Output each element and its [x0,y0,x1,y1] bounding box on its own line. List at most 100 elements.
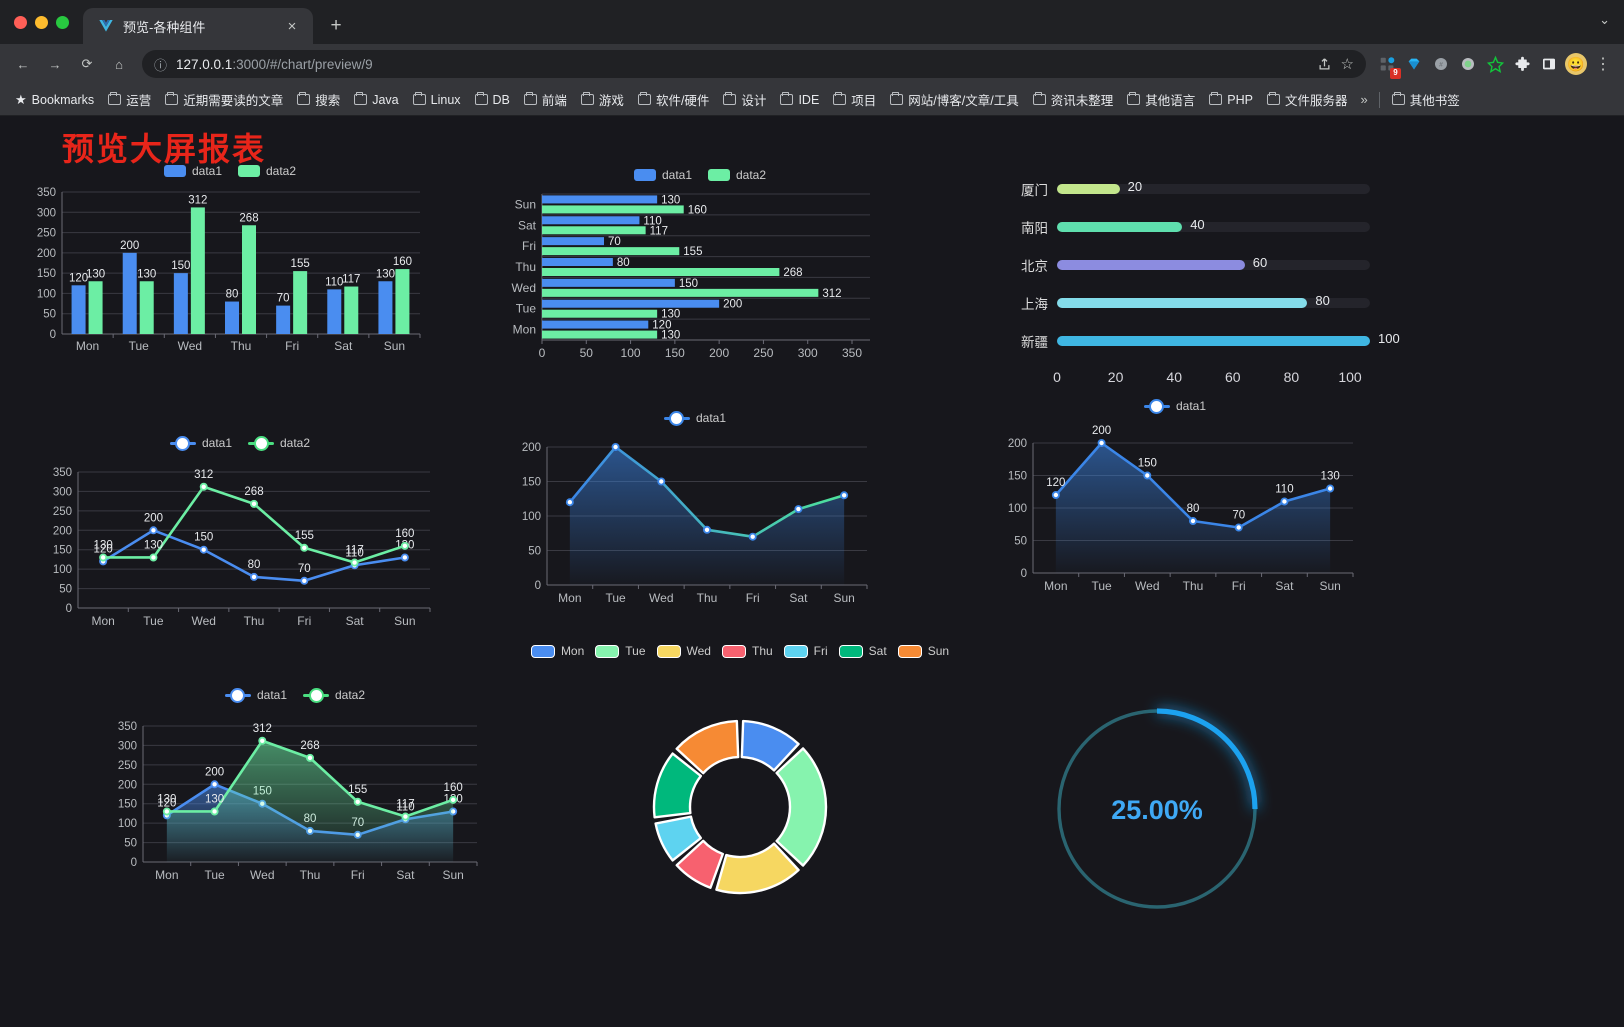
data-point[interactable] [748,532,757,541]
extension-grid-icon[interactable]: 9 [1374,51,1401,79]
data-point[interactable] [611,442,620,451]
donut-slice[interactable] [654,815,703,862]
green-circle-extension-icon[interactable] [1455,51,1481,77]
chart-area-single[interactable]: data1 0 50 100 150 200 Mon Tue Wed Thu Fri Sat Sun 1… [985,398,1365,634]
site-info-icon[interactable]: ⓘ [154,57,168,73]
bookmark-folder-11[interactable]: 项目 [826,87,883,112]
chart-bar-horizontal[interactable]: data1 data2 0 50 100 150 200 250 300 350 Sun 130 1… [500,168,900,383]
legend-item-mon[interactable]: Mon [530,644,584,658]
bar[interactable] [542,330,658,339]
legend-item-data2[interactable]: data2 [708,168,766,182]
bar[interactable] [173,273,188,334]
data-point[interactable] [210,807,219,816]
progress-row[interactable]: 新疆 100 [1000,322,1400,360]
chart-donut[interactable]: Mon Tue Wed Thu Fri Sat Sun [530,644,950,984]
bookmark-star-icon[interactable]: ☆ [1340,56,1354,73]
data-point[interactable] [401,812,410,821]
share-icon[interactable] [1317,57,1332,72]
bookmark-folder-0[interactable]: 运营 [101,87,158,112]
legend-item-data2[interactable]: data2 [248,435,310,451]
chart-bar-vertical[interactable]: data1 data2 0 50 100 150 200 250 300 350 Mon 120 1… [20,164,440,379]
bar[interactable] [542,278,675,287]
browser-tab[interactable]: 预览-各种组件 × [83,8,313,44]
progress-row[interactable]: 厦门 20 [1000,170,1370,208]
data-point[interactable] [300,576,309,585]
data-point[interactable] [1188,517,1197,526]
bookmark-manager-entry[interactable]: ★ Bookmarks [8,89,101,111]
close-tab-button[interactable]: × [287,17,297,35]
data-point[interactable] [210,780,219,789]
bookmark-folder-10[interactable]: IDE [773,90,826,110]
bookmark-folder-14[interactable]: 其他语言 [1120,87,1202,112]
legend-item-data2[interactable]: data2 [303,687,365,703]
home-button[interactable]: ⌂ [115,56,123,72]
bar[interactable] [242,225,256,334]
chart-gauge[interactable]: 25.00% [1035,681,1285,941]
diamond-extension-icon[interactable] [1401,51,1427,77]
bar[interactable] [139,281,154,334]
legend-item-wed[interactable]: Wed [656,644,711,658]
close-window-button[interactable] [14,15,27,29]
puzzle-gray-extension-icon[interactable]: # [1428,51,1454,77]
bookmarks-overflow-button[interactable]: » [1360,92,1368,107]
progress-row[interactable]: 南阳 40 [1000,208,1370,246]
bar[interactable] [542,237,604,246]
bookmark-folder-2[interactable]: 搜索 [290,87,347,112]
data-point[interactable] [794,505,803,514]
data-point[interactable] [258,736,267,745]
legend-item-data1[interactable]: data1 [633,168,692,182]
data-point[interactable] [1097,438,1106,447]
bar[interactable] [542,309,658,318]
data-point[interactable] [305,753,314,762]
chart-progress-bars[interactable]: 厦门 20 南阳 40 北京 60 上海 80 新疆 100 0 20 40 60 80 100 [1000,164,1400,404]
data-point[interactable] [162,807,171,816]
data-point[interactable] [1143,471,1152,480]
reload-button[interactable]: ⟳ [81,56,93,71]
bar[interactable] [542,226,646,235]
data-point[interactable] [149,553,158,562]
data-point[interactable] [350,558,359,567]
chart-line-two-series[interactable]: data1 data2 0 50 100 150 200 250 300 350 Mon Tue W… [30,435,450,661]
donut-slice[interactable] [675,839,725,889]
bar[interactable] [190,207,205,334]
bar[interactable] [542,195,658,204]
data-point[interactable] [249,499,258,508]
bar[interactable] [88,281,103,334]
bar[interactable] [225,301,239,334]
forward-button[interactable]: → [48,56,62,72]
data-point[interactable] [702,525,711,534]
data-point[interactable] [565,498,574,507]
progress-row[interactable]: 北京 60 [1000,246,1370,284]
bookmark-folder-12[interactable]: 网站/博客/文章/工具 [883,87,1025,112]
bar[interactable] [71,285,86,334]
bar[interactable] [122,252,137,334]
bar[interactable] [542,320,649,329]
data-point[interactable] [149,526,158,535]
chart-line-gradient[interactable]: data1 0 50 100 150 200 Mon Tue Wed Thu Fri Sat Sun [505,410,885,641]
data-point[interactable] [249,572,258,581]
bookmark-folder-1[interactable]: 近期需要读的文章 [158,87,290,112]
data-point[interactable] [199,545,208,554]
data-point[interactable] [353,797,362,806]
bar[interactable] [542,205,684,214]
data-point[interactable] [1280,497,1289,506]
donut-slice[interactable] [652,752,703,819]
puzzle-extension-icon[interactable] [1509,51,1535,77]
bookmark-folder-16[interactable]: 文件服务器 [1260,87,1355,112]
bookmark-folder-6[interactable]: 前端 [517,87,574,112]
other-bookmarks-folder[interactable]: 其他书签 [1385,87,1467,112]
data-point[interactable] [400,553,409,562]
bar[interactable] [276,305,291,334]
legend-item-data1[interactable]: data1 [163,164,222,178]
data-point[interactable] [199,482,208,491]
green-star-extension-icon[interactable] [1482,51,1508,77]
bar[interactable] [378,281,393,334]
chevron-down-icon[interactable]: ⌄ [1599,12,1610,27]
bookmark-folder-4[interactable]: Linux [406,90,468,110]
donut-slice[interactable] [675,719,740,775]
data-point[interactable] [657,477,666,486]
bookmark-folder-13[interactable]: 资讯未整理 [1026,87,1121,112]
bar[interactable] [542,258,613,266]
data-point[interactable] [449,795,458,804]
bar[interactable] [542,216,640,225]
